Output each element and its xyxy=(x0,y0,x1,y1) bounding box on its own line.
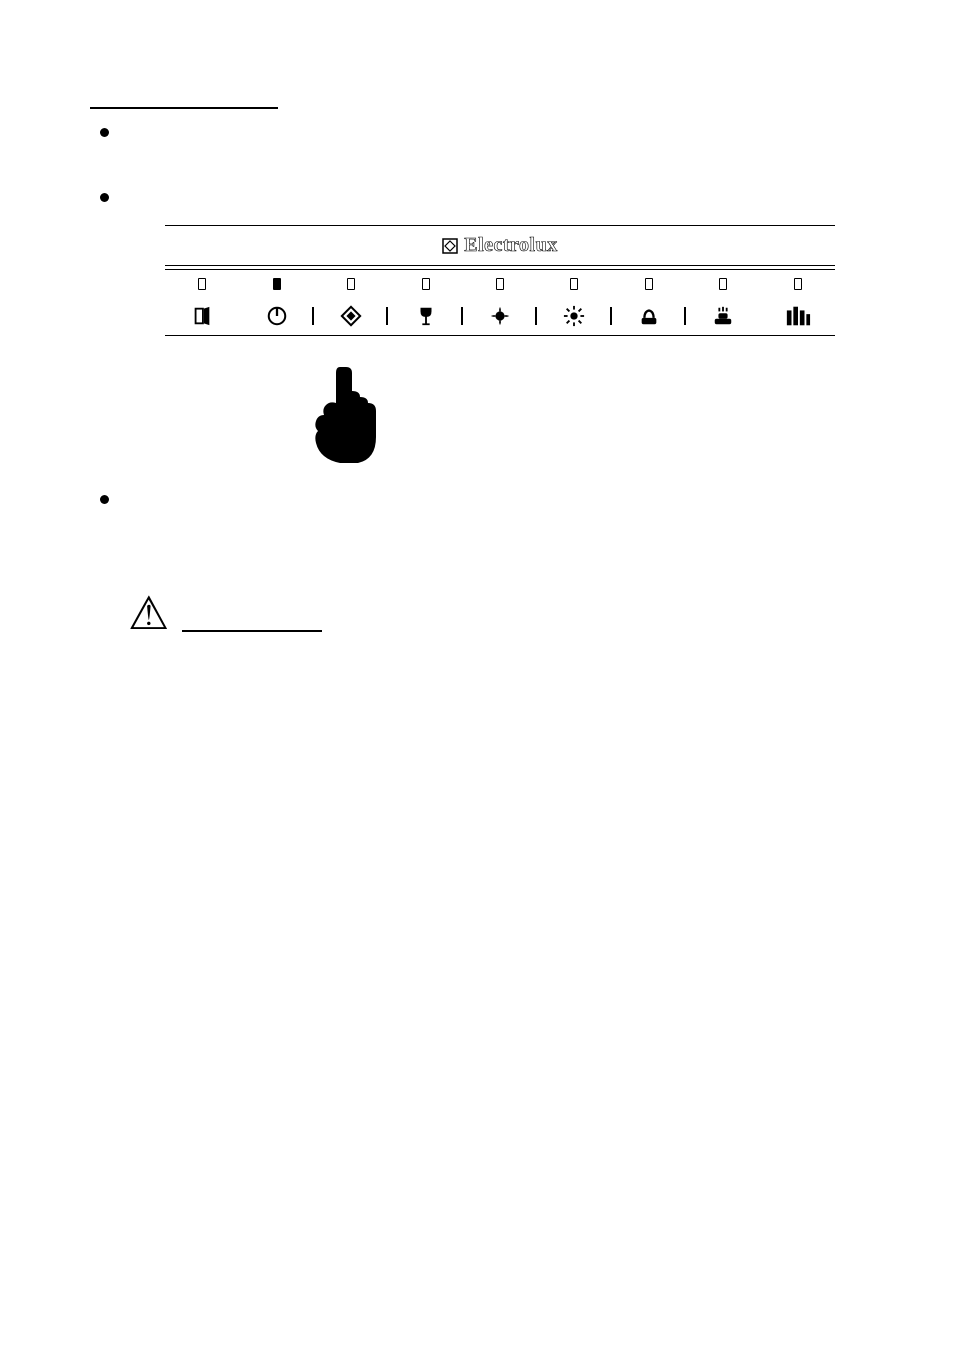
delay-icon xyxy=(785,304,811,328)
icon-cell-quick xyxy=(612,305,686,327)
icon-cell-power xyxy=(239,305,313,327)
panel-rule-bottom xyxy=(165,335,835,336)
quick-icon xyxy=(638,305,660,327)
panel-rule-mid-1 xyxy=(165,265,835,266)
door-open-icon xyxy=(191,305,213,327)
led-col-7 xyxy=(686,277,760,295)
led-col-8 xyxy=(761,277,835,295)
led-0 xyxy=(198,278,206,290)
brand: Electrolux xyxy=(442,234,558,257)
warning-heading-underline xyxy=(182,630,322,632)
led-7 xyxy=(719,278,727,290)
led-col-6 xyxy=(612,277,686,295)
warning-triangle-icon: ⚠ xyxy=(128,590,169,636)
control-panel-figure: Electrolux xyxy=(165,225,835,336)
led-col-4 xyxy=(463,277,537,295)
bullet-1 xyxy=(100,128,109,137)
icon-cell-start xyxy=(314,305,388,327)
glass-icon xyxy=(415,305,437,327)
warning-icon-wrap: ⚠ xyxy=(128,590,169,636)
led-col-0 xyxy=(165,277,239,295)
rinse-icon xyxy=(712,305,734,327)
power-icon xyxy=(266,305,288,327)
led-1 xyxy=(273,278,281,290)
icon-cell-intensive xyxy=(537,305,611,327)
led-col-2 xyxy=(314,277,388,295)
bullet-2 xyxy=(100,193,109,202)
intensive-icon xyxy=(563,305,585,327)
led-col-1 xyxy=(239,277,313,295)
brand-logo-icon xyxy=(442,238,458,254)
led-col-3 xyxy=(388,277,462,295)
led-6 xyxy=(645,278,653,290)
led-5 xyxy=(570,278,578,290)
panel-led-row xyxy=(165,273,835,299)
led-col-5 xyxy=(537,277,611,295)
icon-cell-door xyxy=(165,305,239,327)
led-8 xyxy=(794,278,802,290)
bullet-3 xyxy=(100,495,109,504)
eco-icon xyxy=(489,305,511,327)
section-heading-overline xyxy=(90,107,278,109)
led-4 xyxy=(496,278,504,290)
icon-cell-eco xyxy=(463,305,537,327)
panel-icon-row xyxy=(165,301,835,331)
icon-cell-rinse xyxy=(686,305,760,327)
icon-cell-glass xyxy=(388,305,462,327)
panel-brand-row: Electrolux xyxy=(165,226,835,265)
pointing-hand-icon xyxy=(310,365,380,465)
brand-text: Electrolux xyxy=(464,234,558,257)
led-2 xyxy=(347,278,355,290)
page: Electrolux xyxy=(0,0,954,1349)
panel-rule-mid-2 xyxy=(165,269,835,270)
start-icon xyxy=(340,305,362,327)
led-3 xyxy=(422,278,430,290)
icon-cell-delay xyxy=(761,304,835,328)
